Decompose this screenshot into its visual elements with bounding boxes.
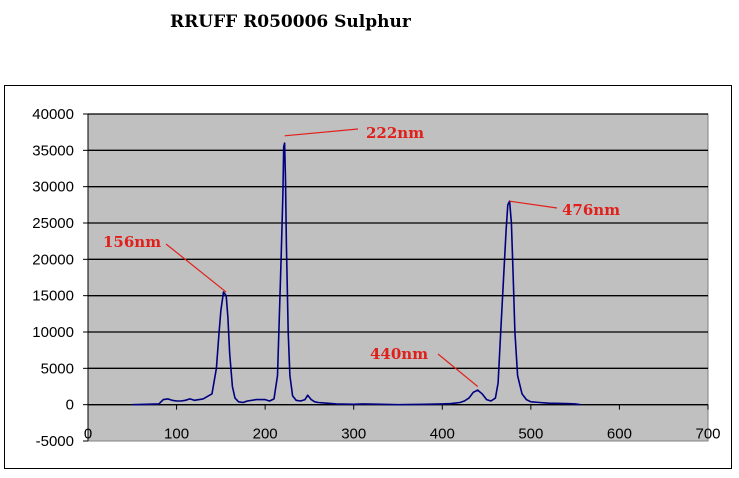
y-tick-label: 5000 bbox=[41, 360, 74, 377]
y-tick-label: -5000 bbox=[36, 433, 74, 450]
y-tick-label: 0 bbox=[66, 397, 74, 414]
annotation-leader bbox=[165, 243, 227, 293]
annotation-label: 156nm bbox=[103, 233, 161, 251]
chart-title: RRUFF R050006 Sulphur bbox=[170, 12, 411, 32]
chart-frame bbox=[4, 85, 732, 469]
x-tick-label: 500 bbox=[518, 426, 543, 443]
annotation-leader bbox=[284, 128, 359, 137]
x-tick-label: 400 bbox=[430, 426, 455, 443]
y-tick-label: 25000 bbox=[32, 215, 74, 232]
y-tick-label: 20000 bbox=[32, 251, 74, 268]
x-tick-label: 0 bbox=[84, 426, 92, 443]
x-tick-label: 200 bbox=[253, 426, 278, 443]
x-tick-label: 300 bbox=[341, 426, 366, 443]
y-tick-label: 35000 bbox=[32, 142, 74, 159]
x-tick-label: 600 bbox=[607, 426, 632, 443]
annotation-leader bbox=[509, 200, 558, 209]
y-tick-label: 10000 bbox=[32, 324, 74, 341]
x-tick-label: 100 bbox=[164, 426, 189, 443]
plot-area bbox=[87, 113, 709, 442]
y-tick-label: 40000 bbox=[32, 106, 74, 123]
annotation-label: 476nm bbox=[562, 201, 620, 219]
y-tick-label: 15000 bbox=[32, 288, 74, 305]
annotation-leader bbox=[437, 353, 479, 387]
annotation-label: 222nm bbox=[366, 124, 424, 142]
x-tick-label: 700 bbox=[695, 426, 720, 443]
y-tick-label: 30000 bbox=[32, 179, 74, 196]
annotation-label: 440nm bbox=[370, 345, 428, 363]
series-line bbox=[132, 142, 581, 406]
